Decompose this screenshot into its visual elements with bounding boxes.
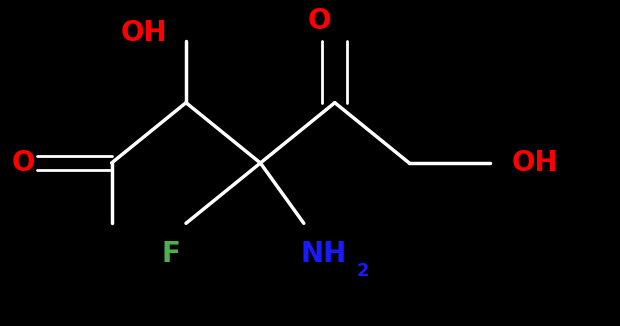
- Text: OH: OH: [512, 149, 558, 177]
- Text: O: O: [12, 149, 35, 177]
- Text: O: O: [308, 7, 331, 35]
- Text: F: F: [161, 240, 180, 268]
- Text: OH: OH: [121, 19, 167, 47]
- Text: NH: NH: [301, 240, 347, 268]
- Text: 2: 2: [356, 261, 369, 280]
